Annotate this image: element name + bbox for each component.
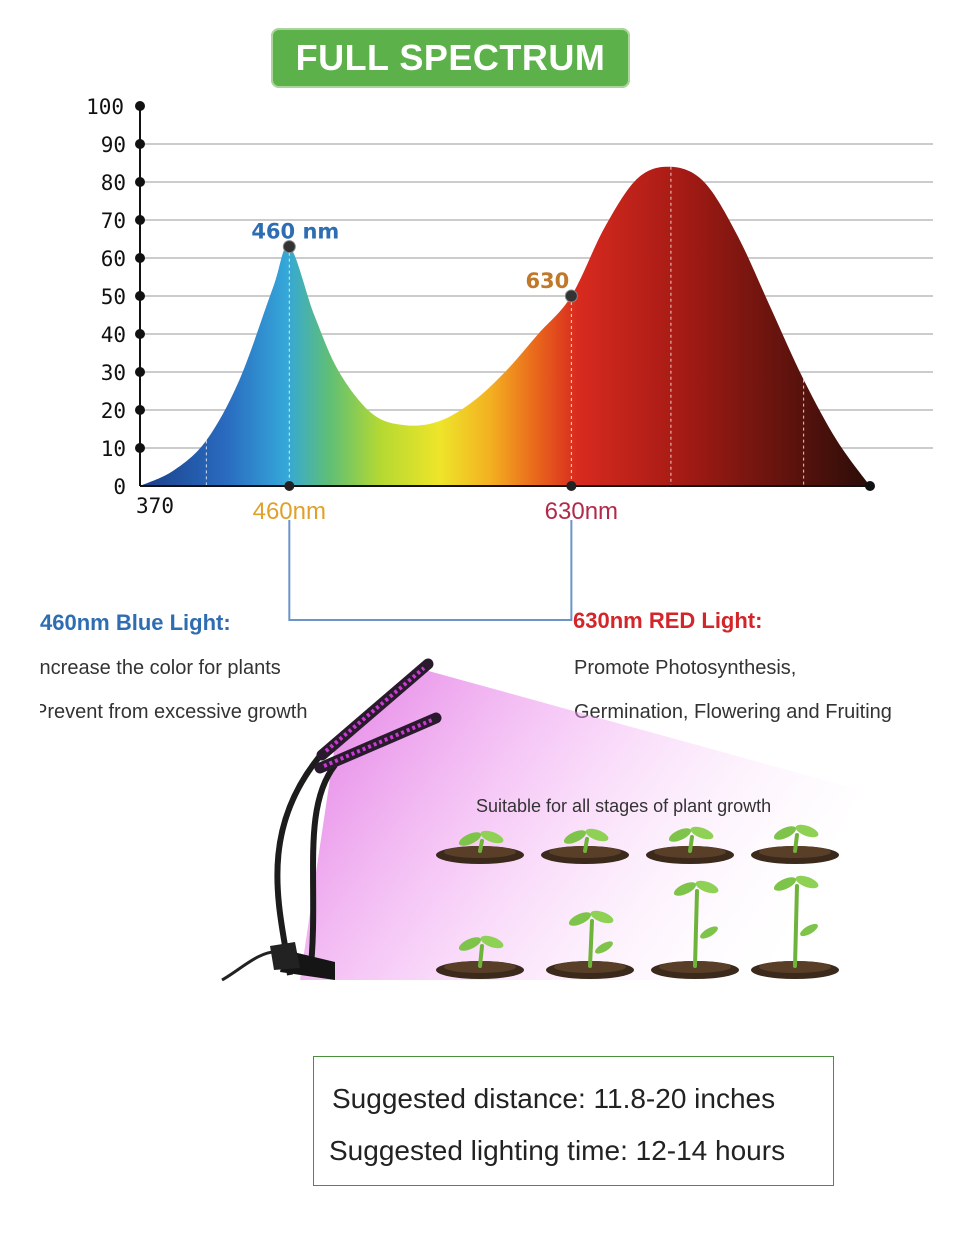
red-light-title: 630nm RED Light: [573, 608, 763, 633]
seedling [436, 830, 524, 864]
seedling [651, 880, 739, 979]
grow-lamp-illustration [221, 658, 860, 982]
blue-light-benefit-1: Increase the color for plants [40, 657, 281, 679]
seedling [546, 910, 634, 979]
seedling [646, 826, 734, 864]
growth-stage-caption: Suitable for all stages of plant growth [476, 796, 772, 816]
x-tick-label-630: 630nm [545, 498, 618, 525]
y-tick-label: 20 [101, 399, 126, 423]
red-light-benefit-2: Germination, Flowering and Fruiting [574, 701, 892, 723]
blue-light-benefit-2: Prevent from excessive growth [40, 701, 308, 723]
y-tick-label: 60 [101, 247, 126, 271]
light-beam [300, 670, 860, 980]
peak-marker [282, 240, 296, 254]
axis-end-dot [865, 481, 875, 491]
suggested-lighting-time: Suggested lighting time: 12-14 hours [329, 1135, 786, 1166]
x-tick-dot-630 [566, 481, 577, 491]
seedling [751, 824, 839, 864]
x-tick-dot-460 [284, 481, 295, 491]
y-tick-dot [135, 291, 145, 301]
y-tick-dot [135, 253, 145, 263]
y-tick-dot [135, 101, 145, 111]
dashed-guides [205, 166, 805, 486]
y-tick-dot [135, 139, 145, 149]
badge-text: FULL SPECTRUM [295, 37, 606, 78]
y-tick-dot [135, 215, 145, 225]
y-tick-dot [135, 329, 145, 339]
clip-base [221, 942, 335, 982]
y-tick-label: 10 [101, 437, 126, 461]
seedling [436, 935, 524, 979]
full-spectrum-badge: FULL SPECTRUM [271, 28, 630, 88]
y-tick-label: 100 [86, 95, 124, 119]
y-tick-label: 40 [101, 323, 126, 347]
spectrum-area [140, 166, 870, 486]
y-tick-label: 70 [101, 209, 126, 233]
blue-line-2-clip: Prevent from excessive growth [40, 701, 360, 724]
peak-marker [564, 289, 578, 303]
y-tick-label: 0 [113, 475, 126, 499]
y-tick-label: 50 [101, 285, 126, 309]
blue-line-1-clip: Increase the color for plants [40, 657, 360, 680]
blue-light-title: 460nm Blue Light: [40, 610, 231, 635]
y-tick-dot [135, 367, 145, 377]
x-axis-labels: 370 460nm 630nm [136, 481, 618, 525]
y-tick-label: 30 [101, 361, 126, 385]
suggestion-box: Suggested distance: 11.8-20 inches Sugge… [313, 1056, 834, 1186]
y-tick-dot [135, 177, 145, 187]
red-light-benefit-1: Promote Photosynthesis, [574, 657, 797, 679]
seedling [541, 828, 629, 864]
peak-label: 460 nm [251, 220, 339, 244]
gooseneck-arm-2 [307, 763, 338, 976]
lamp-bar-1 [316, 658, 434, 761]
y-tick-label: 80 [101, 171, 126, 195]
y-tick-dot [135, 443, 145, 453]
seedling [751, 875, 839, 979]
seedling-stages [436, 824, 839, 979]
lamp-bar-2 [314, 712, 442, 774]
suggested-distance: Suggested distance: 11.8-20 inches [332, 1083, 776, 1114]
y-tick-label: 90 [101, 133, 126, 157]
y-axis: 0 10 20 30 40 50 60 70 80 90 100 [86, 95, 875, 499]
x-tick-label-370: 370 [136, 494, 174, 518]
peak-annotations: 460 nm 630 [251, 220, 578, 303]
peak-label: 630 [525, 269, 569, 293]
y-tick-dot [135, 405, 145, 415]
spectrum-chart: 0 10 20 30 40 50 60 70 80 90 100 370 460nm 630nm 460… [86, 95, 933, 621]
connector-bracket [288, 520, 573, 621]
